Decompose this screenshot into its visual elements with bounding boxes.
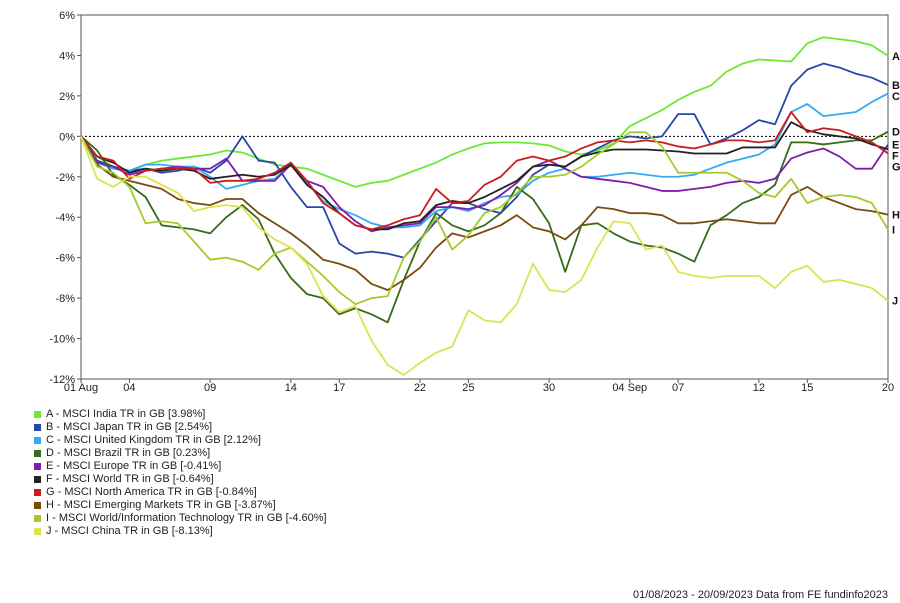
series-line-g	[80, 111, 889, 231]
y-tick-label: 6%	[59, 10, 75, 22]
legend-swatch	[34, 450, 41, 457]
x-tick-label: 09	[204, 382, 216, 394]
y-tick-label: -6%	[55, 253, 75, 265]
legend-item-h: H - MSCI Emerging Markets TR in GB [-3.8…	[34, 499, 327, 512]
chart-area: 6% 4% 2% 0% -2% -4% -6% -8% -10% -12%01 Aug 04 09 14…	[49, 10, 900, 394]
legend-item-d: D - MSCI Brazil TR in GB [0.23%]	[34, 447, 327, 460]
legend-label: F - MSCI World TR in GB [-0.64%]	[46, 473, 214, 485]
legend-swatch	[34, 489, 41, 496]
legend-swatch	[34, 437, 41, 444]
legend: A - MSCI India TR in GB [3.98%] B - MSCI …	[34, 408, 327, 538]
x-tick-label: 04 Sep	[612, 382, 647, 394]
legend-swatch	[34, 463, 41, 470]
x-tick-label: 04	[123, 382, 135, 394]
legend-label: D - MSCI Brazil TR in GB [0.23%]	[46, 447, 211, 459]
x-tick-label: 22	[414, 382, 426, 394]
legend-label: H - MSCI Emerging Markets TR in GB [-3.8…	[46, 499, 276, 511]
legend-swatch	[34, 476, 41, 483]
end-label-b: B	[892, 80, 900, 92]
legend-item-j: J - MSCI China TR in GB [-8.13%]	[34, 525, 327, 538]
y-tick-label: -12%	[49, 374, 75, 386]
end-label-j: J	[892, 296, 898, 308]
legend-swatch	[34, 502, 41, 509]
y-tick-label: 2%	[59, 91, 75, 103]
end-label-e: E	[892, 140, 899, 152]
end-label-h: H	[892, 210, 900, 222]
end-label-f: F	[892, 151, 899, 163]
series-line-h	[80, 135, 889, 291]
legend-item-f: F - MSCI World TR in GB [-0.64%]	[34, 473, 327, 486]
legend-label: J - MSCI China TR in GB [-8.13%]	[46, 525, 213, 537]
legend-item-g: G - MSCI North America TR in GB [-0.84%]	[34, 486, 327, 499]
legend-item-b: B - MSCI Japan TR in GB [2.54%]	[34, 421, 327, 434]
x-tick-label: 01 Aug	[64, 382, 98, 394]
footer-date-range: 01/08/2023 - 20/09/2023 Data from FE fun…	[632, 589, 888, 601]
x-tick-label: 17	[333, 382, 345, 394]
x-tick-label: 07	[672, 382, 684, 394]
series-line-b	[80, 62, 889, 259]
legend-label: E - MSCI Europe TR in GB [-0.41%]	[46, 460, 222, 472]
y-tick-label: -4%	[55, 212, 75, 224]
legend-item-e: E - MSCI Europe TR in GB [-0.41%]	[34, 460, 327, 473]
series-line-e	[80, 135, 889, 233]
end-label-a: A	[892, 51, 900, 63]
legend-swatch	[34, 515, 41, 522]
y-tick-label: -2%	[55, 172, 75, 184]
x-tick-label: 30	[543, 382, 555, 394]
legend-label: A - MSCI India TR in GB [3.98%]	[46, 408, 206, 420]
series-line-j	[80, 136, 889, 376]
series-line-a	[80, 36, 889, 188]
legend-swatch	[34, 411, 41, 418]
legend-label: B - MSCI Japan TR in GB [2.54%]	[46, 421, 213, 433]
x-tick-label: 25	[462, 382, 474, 394]
end-label-i: I	[892, 224, 895, 236]
series-line-c	[80, 92, 889, 229]
legend-item-c: C - MSCI United Kingdom TR in GB [2.12%]	[34, 434, 327, 447]
y-tick-label: -10%	[49, 334, 75, 346]
legend-label: C - MSCI United Kingdom TR in GB [2.12%]	[46, 434, 261, 446]
legend-item-i: I - MSCI World/Information Technology TR…	[34, 512, 327, 525]
y-tick-label: 0%	[59, 131, 75, 143]
legend-swatch	[34, 528, 41, 535]
x-tick-label: 15	[801, 382, 813, 394]
y-tick-label: 4%	[59, 50, 75, 62]
x-tick-label: 20	[882, 382, 894, 394]
legend-label: G - MSCI North America TR in GB [-0.84%]	[46, 486, 257, 498]
series-line-i	[80, 131, 889, 306]
x-tick-label: 14	[285, 382, 297, 394]
y-tick-label: -8%	[55, 293, 75, 305]
end-label-d: D	[892, 127, 900, 139]
end-label-g: G	[892, 162, 900, 174]
x-tick-label: 12	[753, 382, 765, 394]
legend-swatch	[34, 424, 41, 431]
legend-label: I - MSCI World/Information Technology TR…	[46, 512, 327, 524]
series-line-f	[80, 121, 889, 231]
legend-item-a: A - MSCI India TR in GB [3.98%]	[34, 408, 327, 421]
end-label-c: C	[892, 91, 900, 103]
series-line-d	[80, 130, 889, 324]
